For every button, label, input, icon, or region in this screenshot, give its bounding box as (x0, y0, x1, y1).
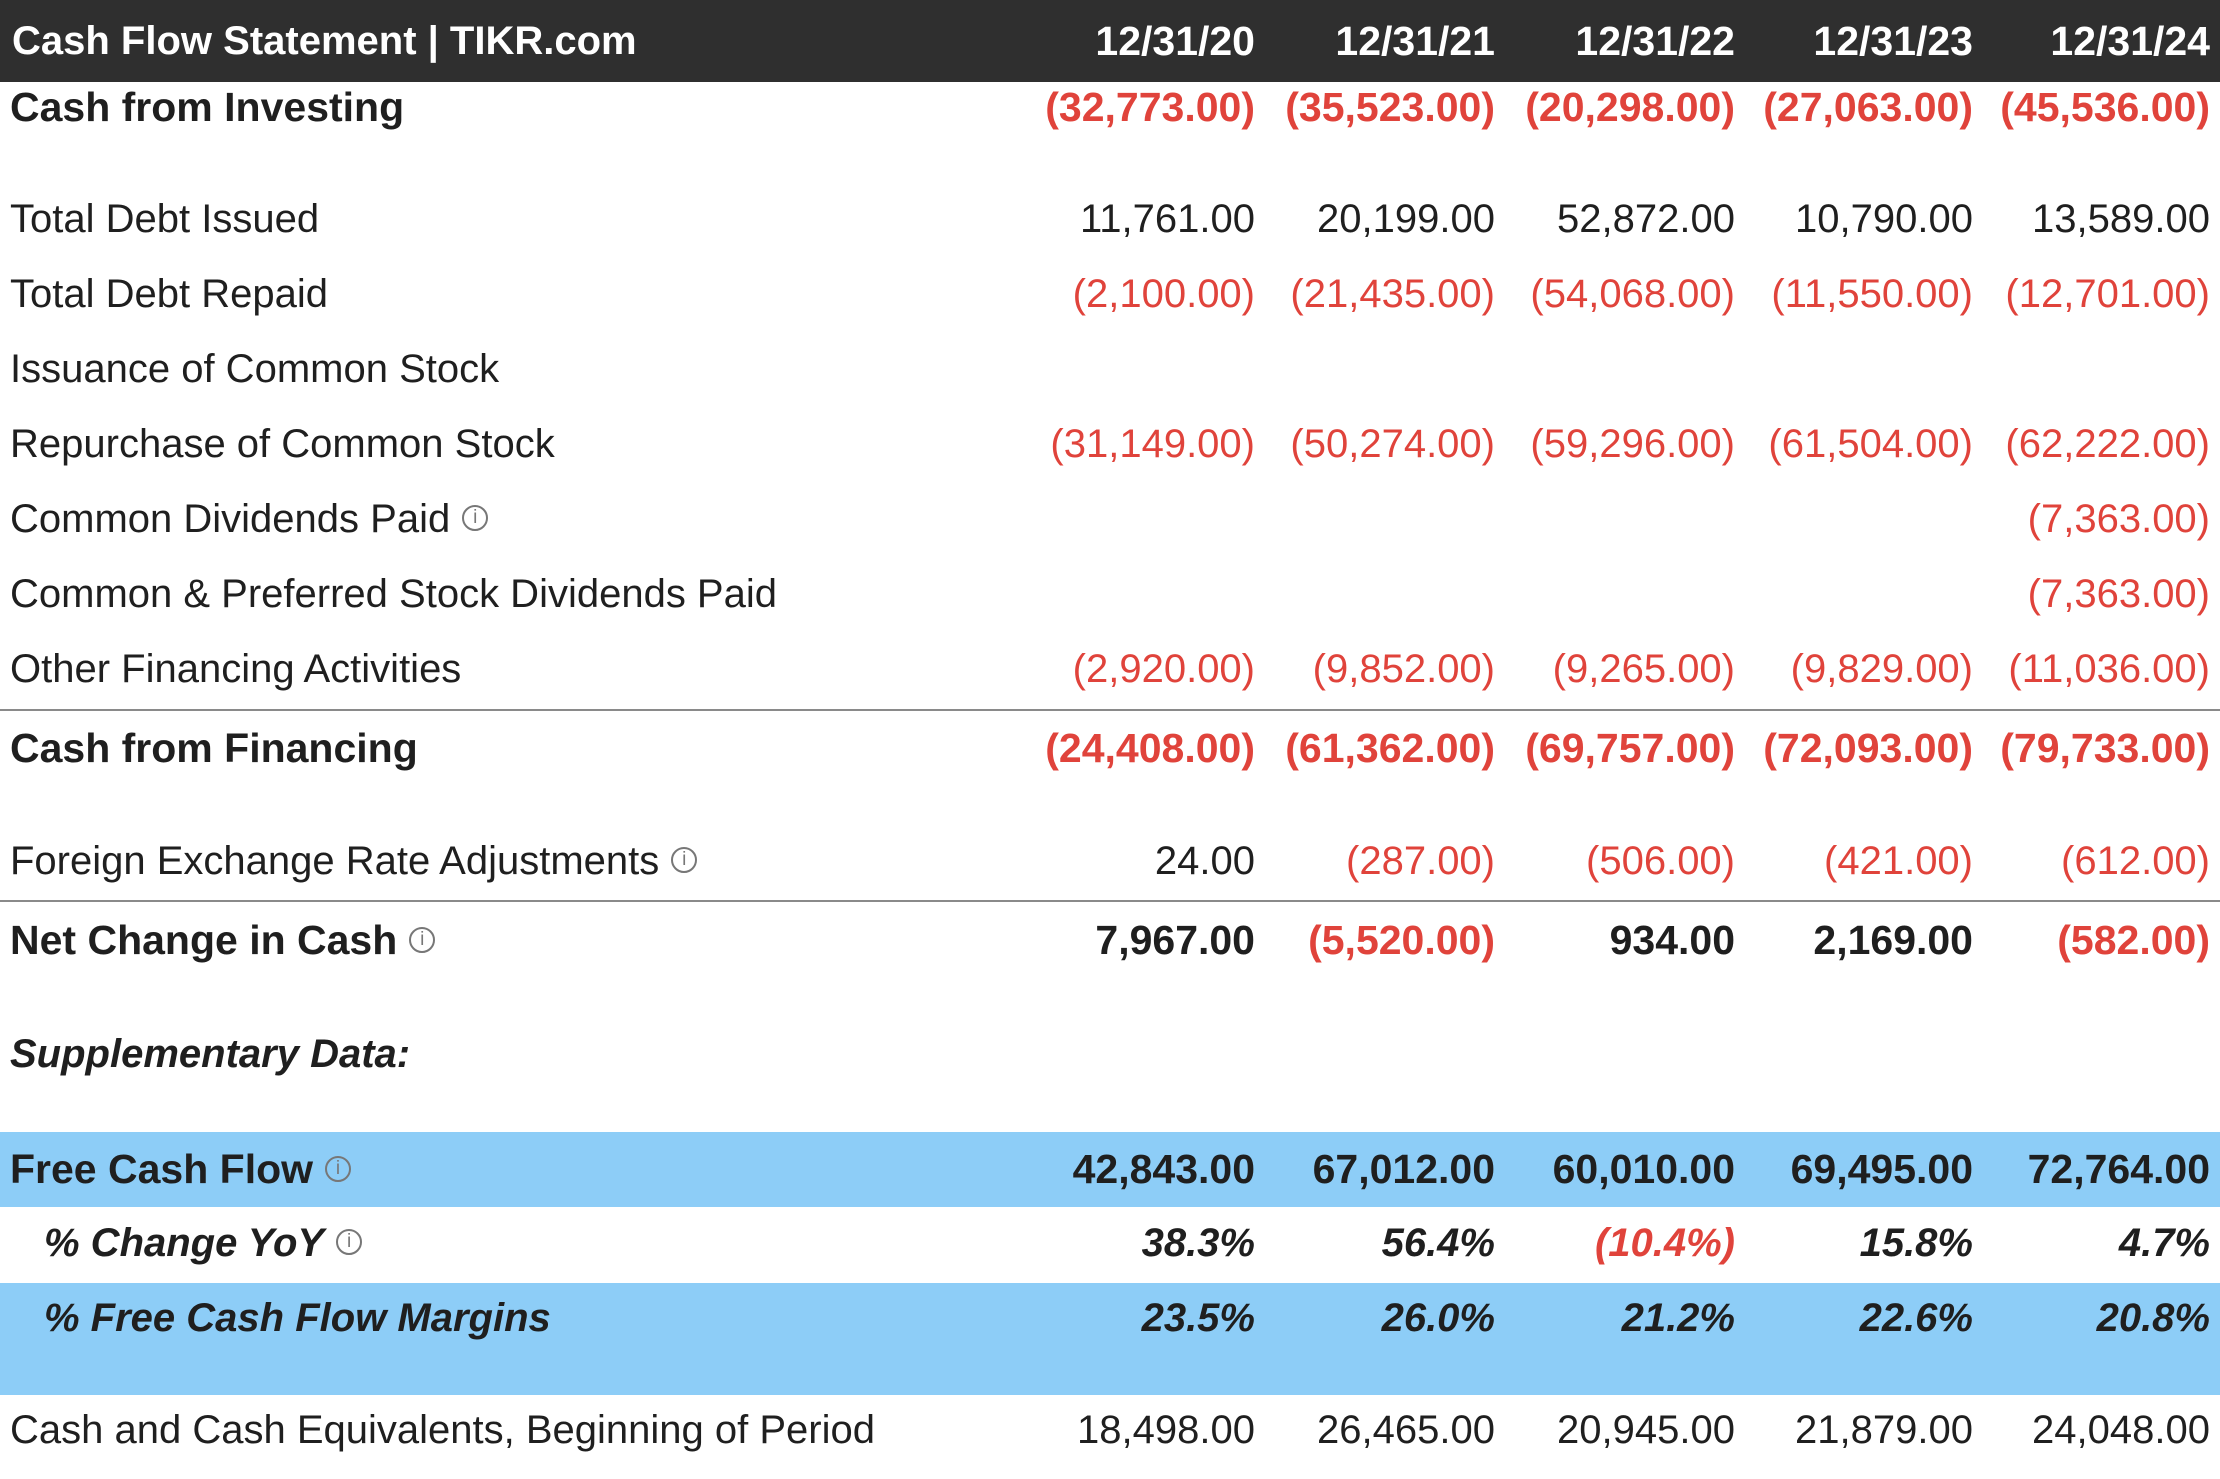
row-label: Net Change in Cash i (10, 917, 436, 964)
info-icon[interactable]: i (671, 847, 698, 874)
row-label: Repurchase of Common Stock (10, 422, 555, 466)
row-value: (72,093.00) (1763, 725, 1973, 771)
row-value: 22.6% (1859, 1296, 1973, 1340)
row-value: 60,010.00 (1552, 1146, 1735, 1192)
row-value: (7,363.00) (2027, 497, 2210, 541)
row-value: 26,465.00 (1317, 1408, 1495, 1452)
row-value: 10,790.00 (1795, 197, 1973, 241)
row-value: (31,149.00) (1050, 422, 1255, 466)
row-value: 21,879.00 (1795, 1408, 1973, 1452)
divider (0, 900, 2220, 902)
info-icon[interactable]: i (336, 1229, 363, 1256)
row-label: Cash from Financing (10, 725, 418, 771)
row-value: (11,036.00) (2008, 647, 2210, 691)
row-value: (20,298.00) (1525, 84, 1735, 130)
row-label: % Free Cash Flow Margins (44, 1296, 551, 1340)
row-value: (61,362.00) (1285, 725, 1495, 771)
row-value: 21.2% (1621, 1296, 1735, 1340)
period-header: 12/31/24 (2050, 18, 2210, 64)
divider (0, 709, 2220, 711)
row-label: Other Financing Activities (10, 647, 462, 691)
row-label: Cash and Cash Equivalents, Beginning of … (10, 1408, 875, 1452)
row-value: (21,435.00) (1290, 272, 1495, 316)
row-label: Total Debt Repaid (10, 272, 328, 316)
period-header: 12/31/21 (1335, 18, 1495, 64)
row-value: (79,733.00) (2000, 725, 2210, 771)
row-value: (32,773.00) (1045, 84, 1255, 130)
row-value: 24.00 (1154, 839, 1255, 883)
row-value: 20,199.00 (1317, 197, 1495, 241)
row-label: Issuance of Common Stock (10, 347, 500, 391)
row-value: 11,761.00 (1080, 197, 1255, 241)
row-value: (9,852.00) (1312, 647, 1495, 691)
row-value: 18,498.00 (1077, 1408, 1255, 1452)
row-value: (2,920.00) (1072, 647, 1255, 691)
row-value: 20.8% (2096, 1296, 2210, 1340)
row-value: (11,550.00) (1771, 272, 1973, 316)
row-value: (612.00) (2061, 839, 2210, 883)
row-label: Common & Preferred Stock Dividends Paid (10, 572, 777, 616)
row-value: (24,408.00) (1045, 725, 1255, 771)
row-value: (61,504.00) (1768, 422, 1973, 466)
row-value: (5,520.00) (1308, 917, 1495, 963)
row-value: (10.4%) (1594, 1221, 1735, 1265)
free-cash-flow-band (0, 1132, 2220, 1207)
row-value: 20,945.00 (1557, 1408, 1735, 1452)
row-value: 67,012.00 (1312, 1146, 1495, 1192)
row-value: 7,967.00 (1095, 917, 1255, 963)
row-value: (582.00) (2057, 917, 2210, 963)
row-value: (9,829.00) (1790, 647, 1973, 691)
row-value: (54,068.00) (1530, 272, 1735, 316)
row-value: 23.5% (1141, 1296, 1255, 1340)
row-value: (12,701.00) (2005, 272, 2210, 316)
period-header: 12/31/20 (1095, 18, 1255, 64)
row-value: 24,048.00 (2032, 1408, 2210, 1452)
row-value: (69,757.00) (1525, 725, 1735, 771)
row-value: 72,764.00 (2027, 1146, 2210, 1192)
row-value: (50,274.00) (1290, 422, 1495, 466)
period-header: 12/31/22 (1575, 18, 1735, 64)
row-value: (62,222.00) (2005, 422, 2210, 466)
row-label: Foreign Exchange Rate Adjustments i (10, 839, 698, 884)
row-value: (7,363.00) (2027, 572, 2210, 616)
row-value: 38.3% (1141, 1221, 1255, 1265)
row-value: 13,589.00 (2032, 197, 2210, 241)
row-value: 56.4% (1381, 1221, 1495, 1265)
row-value: 26.0% (1381, 1296, 1495, 1340)
row-value: 69,495.00 (1790, 1146, 1973, 1192)
info-icon[interactable]: i (325, 1156, 352, 1183)
page-title: Cash Flow Statement | TIKR.com (12, 19, 637, 63)
row-value: (35,523.00) (1285, 84, 1495, 130)
row-value: 42,843.00 (1072, 1146, 1255, 1192)
row-value: (506.00) (1586, 839, 1735, 883)
row-label: Free Cash Flow i (10, 1146, 352, 1193)
row-value: (45,536.00) (2000, 84, 2210, 130)
info-icon[interactable]: i (462, 505, 489, 532)
row-value: (287.00) (1346, 839, 1495, 883)
row-value: 934.00 (1609, 917, 1735, 963)
row-value: (9,265.00) (1552, 647, 1735, 691)
row-value: (59,296.00) (1530, 422, 1735, 466)
row-label: Supplementary Data: (10, 1032, 411, 1076)
row-label: Cash from Investing (10, 84, 405, 130)
row-label: Total Debt Issued (10, 197, 320, 241)
table-header: Cash Flow Statement | TIKR.com 12/31/20 … (0, 0, 2220, 82)
row-value: (421.00) (1824, 839, 1973, 883)
row-label: Common Dividends Paid i (10, 497, 489, 542)
row-value: 52,872.00 (1557, 197, 1735, 241)
period-header: 12/31/23 (1813, 18, 1973, 64)
row-value: 15.8% (1859, 1221, 1973, 1265)
row-value: (27,063.00) (1763, 84, 1973, 130)
row-label: % Change YoY i (44, 1221, 363, 1266)
row-value: 4.7% (2118, 1221, 2210, 1265)
row-value: 2,169.00 (1813, 917, 1973, 963)
fcf-margins-band (0, 1283, 2220, 1395)
info-icon[interactable]: i (409, 927, 436, 954)
row-value: (2,100.00) (1072, 272, 1255, 316)
